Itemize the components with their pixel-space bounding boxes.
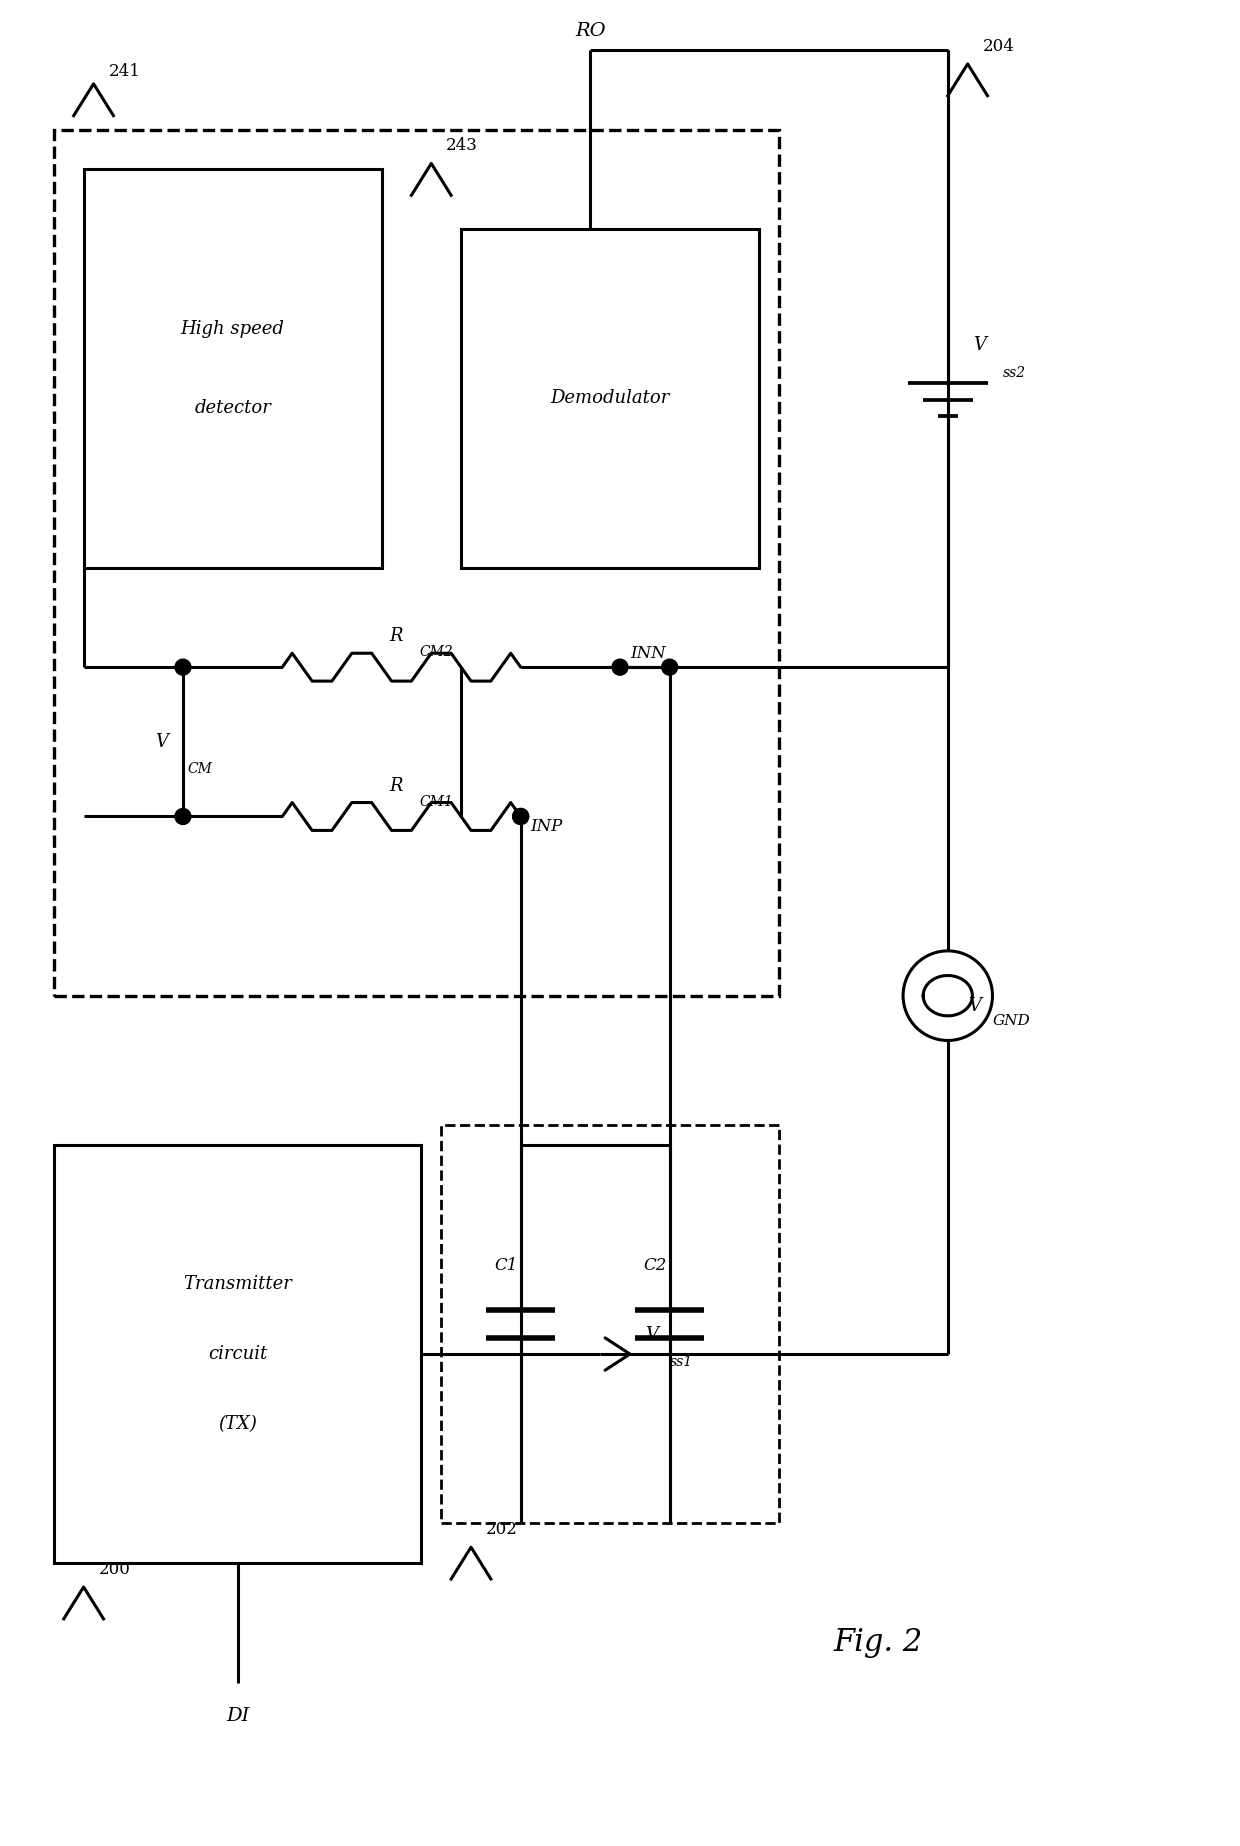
- Text: 204: 204: [982, 39, 1014, 55]
- Text: V: V: [645, 1325, 658, 1344]
- Bar: [461, 229, 759, 567]
- Text: circuit: circuit: [208, 1346, 267, 1362]
- Text: DI: DI: [226, 1708, 249, 1726]
- Text: R: R: [389, 628, 403, 646]
- Text: CM2: CM2: [419, 646, 453, 659]
- Text: Fig. 2: Fig. 2: [833, 1626, 923, 1658]
- Text: 202: 202: [486, 1521, 518, 1538]
- Circle shape: [512, 809, 528, 825]
- Text: 241: 241: [108, 63, 140, 79]
- Text: Demodulator: Demodulator: [551, 390, 670, 408]
- Text: V: V: [967, 997, 981, 1015]
- Bar: [53, 1145, 422, 1564]
- Bar: [83, 170, 382, 567]
- Text: High speed: High speed: [181, 319, 284, 338]
- Text: C2: C2: [644, 1257, 666, 1274]
- Text: (TX): (TX): [218, 1414, 257, 1432]
- Text: INN: INN: [630, 646, 666, 663]
- Text: V: V: [155, 733, 169, 751]
- Text: CM1: CM1: [419, 794, 453, 809]
- Text: ss1: ss1: [670, 1355, 693, 1370]
- Circle shape: [613, 659, 627, 676]
- Text: V: V: [972, 336, 986, 354]
- Text: 243: 243: [446, 137, 479, 155]
- Text: INP: INP: [531, 818, 563, 836]
- Text: CM: CM: [188, 762, 213, 775]
- Text: C1: C1: [494, 1257, 517, 1274]
- Text: detector: detector: [195, 399, 272, 417]
- Text: RO: RO: [575, 22, 605, 41]
- Text: R: R: [389, 777, 403, 794]
- Circle shape: [512, 809, 528, 825]
- Bar: [441, 1124, 779, 1523]
- Bar: [53, 129, 779, 995]
- Text: 200: 200: [98, 1562, 130, 1578]
- Text: GND: GND: [992, 1013, 1030, 1028]
- Text: Transmitter: Transmitter: [184, 1276, 293, 1294]
- Circle shape: [175, 659, 191, 676]
- Circle shape: [662, 659, 677, 676]
- Text: ss2: ss2: [1002, 367, 1025, 380]
- Circle shape: [175, 809, 191, 825]
